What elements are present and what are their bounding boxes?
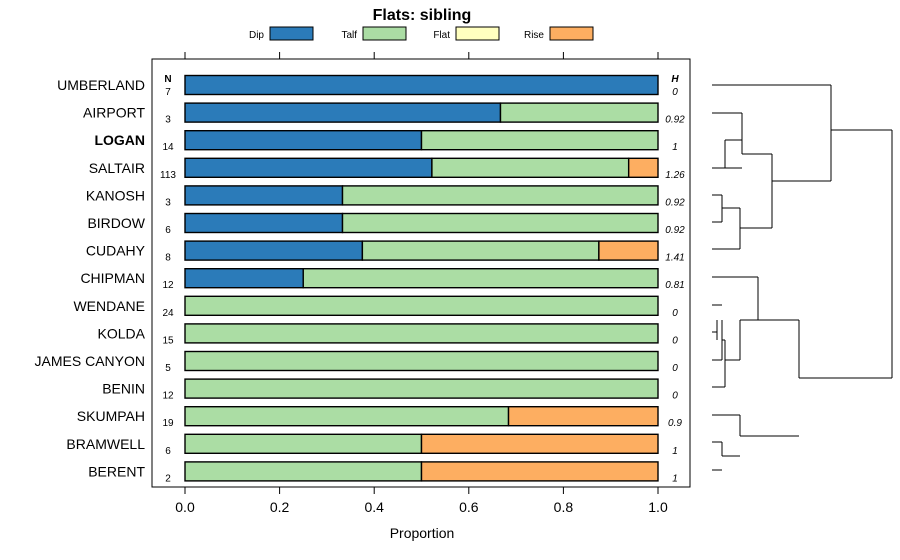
row-label: AIRPORT	[83, 105, 145, 121]
h-value: 0.9	[668, 418, 682, 429]
bar-segment-dip	[184, 185, 344, 206]
n-column: N 7 3 14 113 3 6 8 12 24 15 5 12 19 6 2	[160, 74, 176, 484]
x-axis: 0.0 0.2 0.4 0.6 0.8 1.0	[175, 52, 668, 515]
h-value: 1	[672, 446, 678, 457]
legend-swatch-talf	[362, 26, 407, 41]
row-label: BERENT	[88, 463, 145, 479]
x-tick-label: 0.2	[270, 499, 290, 515]
bar-segment-rise	[507, 406, 659, 427]
x-tick-label: 0.8	[554, 499, 574, 515]
n-value: 19	[162, 418, 174, 429]
h-value: 0.81	[665, 280, 684, 291]
bar-segment-dip	[184, 129, 423, 151]
row-label: LOGAN	[94, 132, 145, 148]
h-header: H	[671, 74, 679, 85]
n-value: 24	[162, 308, 174, 319]
row-label: SKUMPAH	[77, 408, 145, 424]
bar-segment-talf	[302, 268, 659, 289]
bar-segment-talf	[184, 406, 510, 427]
legend: Dip Talf Flat Rise	[249, 26, 594, 41]
bar-segment-talf	[184, 323, 659, 344]
bar-segment-talf	[184, 461, 423, 482]
legend-swatch-flat	[455, 26, 500, 41]
bar-segment-talf	[499, 102, 659, 123]
bar-segment-dip	[184, 157, 433, 179]
x-tick-label: 1.0	[648, 499, 668, 515]
h-value: 0	[672, 391, 678, 402]
bar-segment-talf	[341, 212, 659, 234]
row-label: WENDANE	[73, 298, 145, 314]
bars	[184, 74, 659, 482]
bar-segment-talf	[184, 378, 659, 399]
h-value: 1	[672, 473, 678, 484]
bar-segment-dip	[184, 212, 344, 234]
row-label: KOLDA	[98, 325, 146, 341]
h-value: 0.92	[665, 197, 685, 208]
h-value: 0.92	[665, 225, 685, 236]
legend-label-talf: Talf	[341, 30, 357, 41]
n-value: 3	[165, 115, 171, 126]
x-tick-label: 0.0	[175, 499, 195, 515]
row-label: SALTAIR	[89, 160, 145, 176]
n-value: 3	[165, 197, 171, 208]
bar-segment-talf	[184, 295, 659, 316]
bar-segment-rise	[420, 461, 659, 482]
h-value: 0	[672, 87, 678, 98]
bar-segment-dip	[184, 240, 364, 261]
n-value: 12	[162, 391, 174, 402]
n-header: N	[164, 74, 171, 85]
n-value: 6	[165, 225, 171, 236]
row-label: BIRDOW	[87, 215, 145, 231]
plot-frame	[151, 58, 691, 488]
bar-segment-rise	[627, 157, 659, 179]
row-label: UMBERLAND	[57, 77, 145, 93]
h-value: 1.26	[665, 170, 685, 181]
n-value: 12	[162, 280, 174, 291]
h-value: 1.41	[665, 253, 684, 264]
x-axis-label: Proportion	[390, 525, 455, 541]
bar-segment-dip	[184, 102, 502, 123]
row-label: BENIN	[102, 381, 145, 397]
bar-segment-talf	[184, 350, 659, 372]
bar-segment-rise	[598, 240, 659, 261]
bar-segment-dip	[184, 268, 304, 289]
bar-segment-talf	[184, 433, 423, 454]
bar-segment-talf	[361, 240, 600, 261]
legend-label-dip: Dip	[249, 30, 264, 41]
n-value: 8	[165, 253, 171, 264]
h-value: 0	[672, 335, 678, 346]
n-value: 113	[160, 170, 176, 181]
legend-swatch-dip	[269, 26, 314, 41]
h-value: 0	[672, 308, 678, 319]
h-column: H 0 0.92 1 1.26 0.92 0.92 1.41 0.81 0 0 0 0 0.9 1 1	[665, 74, 685, 484]
n-value: 15	[162, 335, 174, 346]
x-tick-label: 0.6	[459, 499, 479, 515]
n-value: 5	[165, 363, 171, 374]
bar-segment-dip	[184, 74, 659, 96]
bar-segment-talf	[420, 129, 659, 151]
bar-segment-rise	[420, 433, 659, 454]
row-label: CHIPMAN	[80, 270, 145, 286]
x-tick-label: 0.4	[364, 499, 384, 515]
bar-segment-talf	[341, 185, 659, 206]
row-label: KANOSH	[86, 187, 145, 203]
row-label: CUDAHY	[86, 243, 146, 259]
legend-swatch-rise	[549, 26, 594, 41]
h-value: 0.92	[665, 115, 685, 126]
row-label: BRAMWELL	[66, 436, 145, 452]
row-label: JAMES CANYON	[35, 353, 145, 369]
legend-label-flat: Flat	[433, 30, 450, 41]
h-value: 1	[672, 142, 678, 153]
n-value: 14	[162, 142, 174, 153]
legend-label-rise: Rise	[524, 30, 544, 41]
n-value: 6	[165, 446, 171, 457]
n-value: 7	[165, 87, 171, 98]
dendrogram	[712, 84, 893, 471]
chart-title: Flats: sibling	[373, 7, 472, 24]
h-value: 0	[672, 363, 678, 374]
n-value: 2	[165, 473, 171, 484]
row-labels: UMBERLAND AIRPORT LOGAN SALTAIR KANOSH BIRDOW…	[35, 77, 146, 479]
bar-segment-talf	[431, 157, 630, 179]
